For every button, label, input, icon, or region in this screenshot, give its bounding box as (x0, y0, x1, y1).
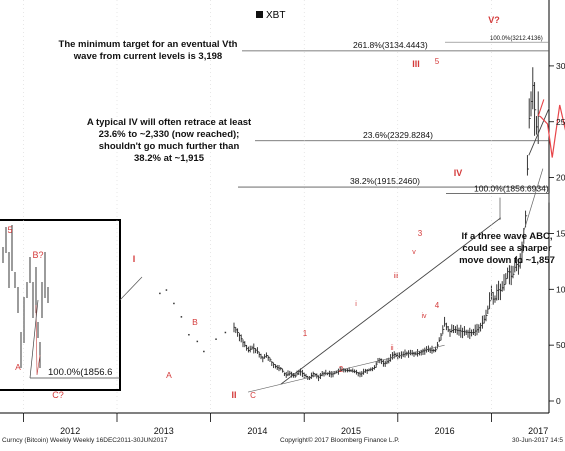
wave-label: 5 (435, 57, 440, 66)
footer-timestamp: 30-Jun-2017 14:5 (512, 437, 563, 444)
annotation-retrace: A typical IV will often retrace at least… (86, 117, 252, 164)
y-tick-label: 1500 (556, 228, 565, 238)
wave-label: A (166, 370, 172, 380)
level-261-label: 261.8%(3134.4443) (353, 40, 428, 50)
wave-label: B (192, 317, 198, 327)
wave-label: III (412, 59, 420, 69)
wave-label: I (133, 254, 136, 264)
wave-label: V? (488, 15, 500, 25)
inset-drop-line (29, 299, 39, 379)
level-236-label: 23.6%(2329.8284) (363, 130, 433, 140)
wave-label: II (231, 390, 236, 400)
legend-swatch (256, 11, 263, 18)
inset-guide (35, 304, 41, 376)
projection-path (539, 104, 565, 158)
axis-ticks: 2012201320142015201620172018300025002000… (22, 0, 565, 436)
inset-background (0, 220, 120, 390)
legend-label: XBT (266, 10, 286, 21)
wave-label: 1 (303, 329, 308, 338)
price-dot (196, 340, 199, 343)
price-dot (159, 292, 161, 295)
y-tick-label: 500 (556, 340, 565, 350)
wave-label: A (15, 362, 21, 372)
price-dot (188, 333, 190, 336)
price-dot (224, 331, 227, 334)
footer-series: Curncy (Bitcoin) Weekly Weekly 16DEC2011… (2, 437, 168, 444)
wave-label: iii (394, 273, 399, 280)
level-100-lower-label: 100.0%(1856.6934) (474, 184, 549, 194)
chart-frame (0, 0, 550, 414)
inset-panel: 100.0%(1856.6 (0, 219, 143, 391)
y-tick-label: 3000 (556, 61, 565, 71)
chart-legend: XBT (256, 10, 285, 21)
x-tick-label: 2016 (435, 426, 455, 436)
trendline-lower (280, 217, 502, 385)
wave-label: ii (390, 345, 394, 352)
level-382-label: 38.2%(1915.2460) (350, 176, 420, 186)
price-dot (203, 350, 205, 353)
x-tick-label: 2013 (154, 426, 174, 436)
x-tick-label: 2015 (341, 426, 361, 436)
wave-label: B? (32, 250, 43, 260)
wave-label: iv (421, 313, 427, 320)
annotation-abc: If a three wave ABC, could see a sharper… (459, 231, 555, 266)
wave-label: 3 (418, 229, 423, 238)
y-tick-label: 2500 (556, 117, 565, 127)
y-tick-label: 1000 (556, 284, 565, 294)
wave-label: C? (52, 390, 64, 400)
wave-label: 5 (7, 225, 12, 235)
wave-projection (537, 99, 565, 158)
y-tick-label: 2000 (556, 173, 565, 183)
trendline-base (247, 344, 445, 393)
inset-connector (119, 276, 143, 301)
trendline-upper (528, 108, 550, 156)
trendline-short (523, 168, 544, 231)
x-tick-label: 2012 (60, 426, 80, 436)
inset-level-label: 100.0%(1856.6 (48, 367, 112, 378)
projection-stub (537, 99, 545, 117)
inset-border (0, 219, 121, 391)
wave-label: 4 (435, 301, 440, 310)
footer-copyright: Copyright© 2017 Bloomberg Finance L.P. (280, 437, 400, 444)
trend-lines (247, 108, 550, 393)
wave-label: C (250, 391, 256, 400)
wave-label: 2 (339, 365, 344, 374)
x-tick-label: 2014 (247, 426, 267, 436)
level-100-lower-line (446, 193, 550, 203)
fibonacci-levels: 261.8%(3134.4443) 100.0%(3212.4136) 23.6%(… (238, 36, 550, 221)
level-100-upper-label: 100.0%(3212.4136) (490, 36, 543, 42)
wave-label: i (355, 301, 357, 308)
y-tick-label: 0 (556, 396, 561, 406)
price-bars (159, 67, 540, 382)
wave-label: IV (454, 168, 463, 178)
price-dot (215, 338, 217, 340)
price-dot (165, 289, 168, 291)
price-dot (180, 316, 183, 318)
annotation-target: The minimum target for an eventual Vth w… (58, 39, 238, 62)
wave-label: v (412, 249, 416, 256)
price-dot (173, 302, 175, 305)
x-tick-label: 2017 (528, 426, 548, 436)
